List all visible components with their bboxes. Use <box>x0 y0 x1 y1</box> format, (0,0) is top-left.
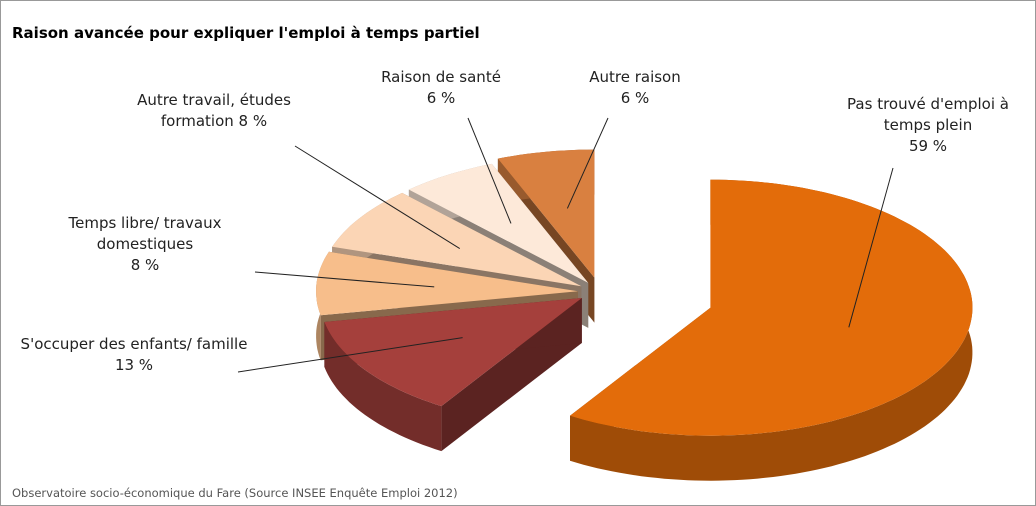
slice-rim <box>324 322 442 452</box>
value-label: 13 % <box>114 356 154 374</box>
value-label: 8 % <box>130 256 160 274</box>
slice-label: S'occuper des enfants/ famille 13 % <box>14 334 254 376</box>
leader-line <box>237 337 463 373</box>
category-label: Temps libre/ travaux domestiques <box>68 214 222 253</box>
slice-label: Autre travail, études formation 8 % <box>104 90 324 132</box>
leader-line <box>848 167 894 328</box>
source-note: Observatoire socio-économique du Fare (S… <box>12 486 458 500</box>
slice <box>316 251 578 316</box>
slice-label: Autre raison 6 % <box>565 67 705 109</box>
category-label: Autre travail, études formation <box>137 91 291 130</box>
slice-label: Raison de santé 6 % <box>356 67 526 109</box>
slice-rim <box>570 179 973 481</box>
leader-line <box>254 271 435 288</box>
value-label: 6 % <box>426 89 456 107</box>
value-label: 8 % <box>238 112 268 130</box>
category-label: S'occuper des enfants/ famille <box>20 335 248 353</box>
slice-label: Pas trouvé d'emploi à temps plein 59 % <box>828 94 1028 157</box>
slice <box>497 149 595 278</box>
slice <box>324 298 582 407</box>
chart-title: Raison avancée pour expliquer l'emploi à… <box>12 24 480 42</box>
value-label: 59 % <box>908 137 948 155</box>
value-label: 6 % <box>620 89 650 107</box>
category-label: Pas trouvé d'emploi à temps plein <box>847 95 1009 134</box>
leader-line <box>467 117 512 224</box>
category-label: Autre raison <box>589 68 681 86</box>
slice <box>408 163 589 283</box>
slice <box>332 192 582 287</box>
leader-line <box>294 145 461 249</box>
slice-label: Temps libre/ travaux domestiques 8 % <box>34 213 256 276</box>
category-label: Raison de santé <box>381 68 501 86</box>
leader-line <box>566 117 609 209</box>
